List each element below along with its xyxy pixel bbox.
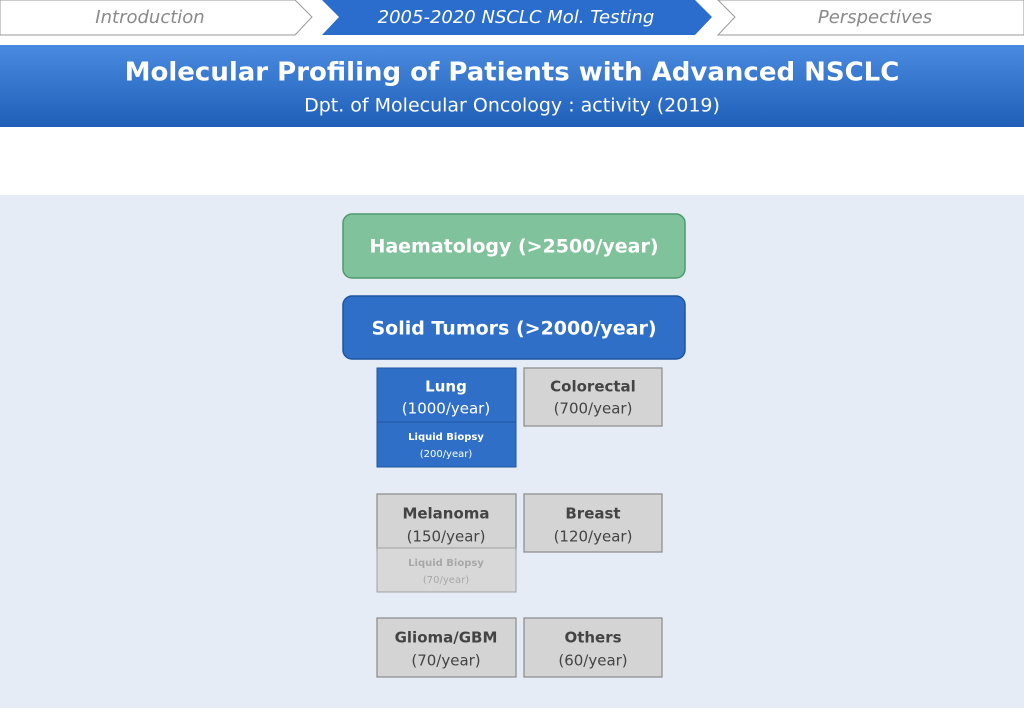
nav-step[interactable] xyxy=(0,0,313,36)
box-label: (70/year) xyxy=(411,652,480,670)
box-label: Melanoma xyxy=(402,505,489,523)
nav-label: Perspectives xyxy=(818,7,932,28)
nav-label: 2005-2020 NSCLC Mol. Testing xyxy=(378,7,655,28)
box-label: Breast xyxy=(565,505,620,523)
subtitle: Dpt. of Molecular Oncology : activity (2… xyxy=(304,95,720,117)
nav-label: Introduction xyxy=(95,7,204,28)
box-label: (120/year) xyxy=(554,528,633,546)
box-label: Solid Tumors (>2000/year) xyxy=(371,318,656,340)
box xyxy=(342,213,686,279)
box-label: (1000/year) xyxy=(402,400,490,418)
nav-step-active[interactable] xyxy=(322,0,712,35)
box-label: Lung xyxy=(425,378,467,396)
title: Molecular Profiling of Patients with Adv… xyxy=(125,58,900,88)
box xyxy=(376,617,517,678)
box-label: Liquid Biopsy xyxy=(408,432,484,443)
header-band xyxy=(0,45,1024,127)
box xyxy=(376,547,517,593)
box-label: (150/year) xyxy=(407,528,486,546)
box xyxy=(376,421,517,468)
box xyxy=(376,493,517,551)
box-label: Colorectal xyxy=(550,378,636,396)
box xyxy=(523,367,663,427)
nav-step[interactable] xyxy=(716,0,1024,36)
box-label: (200/year) xyxy=(420,449,473,460)
box xyxy=(523,617,663,678)
box-label: (700/year) xyxy=(554,400,633,418)
box-label: (60/year) xyxy=(558,652,627,670)
box xyxy=(342,295,686,360)
box-label: Glioma/GBM xyxy=(395,629,498,647)
box xyxy=(376,367,517,423)
box-label: Others xyxy=(564,629,621,647)
box-label: (70/year) xyxy=(423,575,469,586)
box-label: Liquid Biopsy xyxy=(408,558,484,569)
box-label: Haematology (>2500/year) xyxy=(369,236,658,258)
box xyxy=(523,493,663,553)
